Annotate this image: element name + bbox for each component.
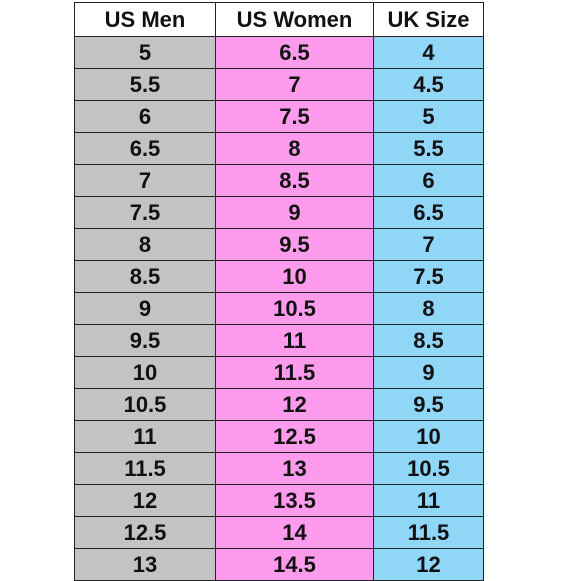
header-us-women: US Women [215,2,374,37]
header-us-men: US Men [74,2,216,37]
table-row: 7 8.5 6 [74,164,484,197]
cell-us-men: 8 [74,228,216,261]
cell-us-women: 11.5 [215,356,374,389]
cell-us-women: 8.5 [215,164,374,197]
table-row: 7.5 9 6.5 [74,196,484,229]
cell-uk-size: 12 [373,548,484,581]
table-row: 9.5 11 8.5 [74,324,484,357]
table-row: 10.5 12 9.5 [74,388,484,421]
cell-us-women: 14.5 [215,548,374,581]
cell-uk-size: 7.5 [373,260,484,293]
table-row: 8 9.5 7 [74,228,484,261]
cell-us-men: 12 [74,484,216,517]
cell-us-men: 10 [74,356,216,389]
cell-uk-size: 5.5 [373,132,484,165]
table-row: 9 10.5 8 [74,292,484,325]
cell-us-men: 9.5 [74,324,216,357]
cell-uk-size: 4.5 [373,68,484,101]
table-row: 11.5 13 10.5 [74,452,484,485]
cell-uk-size: 4 [373,36,484,69]
cell-uk-size: 6.5 [373,196,484,229]
cell-us-women: 14 [215,516,374,549]
table-row: 5.5 7 4.5 [74,68,484,101]
cell-us-women: 10.5 [215,292,374,325]
cell-us-men: 11.5 [74,452,216,485]
cell-us-women: 11 [215,324,374,357]
cell-us-men: 6 [74,100,216,133]
cell-uk-size: 10 [373,420,484,453]
cell-us-men: 8.5 [74,260,216,293]
cell-us-men: 5.5 [74,68,216,101]
cell-uk-size: 11.5 [373,516,484,549]
cell-us-women: 13.5 [215,484,374,517]
header-row: US Men US Women UK Size [74,2,484,37]
cell-us-women: 9 [215,196,374,229]
cell-uk-size: 8.5 [373,324,484,357]
cell-us-women: 12.5 [215,420,374,453]
cell-us-women: 7 [215,68,374,101]
table-body: 5 6.5 4 5.5 7 4.5 6 7.5 5 6.5 8 5.5 7 8.5 6 7.5 9 6.5 8 9.5… [74,36,484,581]
table-row: 12.5 14 11.5 [74,516,484,549]
cell-uk-size: 9 [373,356,484,389]
cell-us-women: 13 [215,452,374,485]
table-row: 5 6.5 4 [74,36,484,69]
cell-uk-size: 6 [373,164,484,197]
cell-us-men: 12.5 [74,516,216,549]
table-row: 12 13.5 11 [74,484,484,517]
cell-uk-size: 11 [373,484,484,517]
cell-us-men: 7.5 [74,196,216,229]
cell-us-women: 12 [215,388,374,421]
cell-us-men: 6.5 [74,132,216,165]
cell-uk-size: 7 [373,228,484,261]
size-conversion-table: US Men US Women UK Size 5 6.5 4 5.5 7 4.5 6 7.5… [74,2,484,581]
cell-us-women: 7.5 [215,100,374,133]
cell-uk-size: 5 [373,100,484,133]
header-uk-size: UK Size [373,2,484,37]
cell-us-men: 13 [74,548,216,581]
cell-us-women: 8 [215,132,374,165]
table-row: 11 12.5 10 [74,420,484,453]
table-row: 6 7.5 5 [74,100,484,133]
table-row: 6.5 8 5.5 [74,132,484,165]
table-row: 13 14.5 12 [74,548,484,581]
table-row: 10 11.5 9 [74,356,484,389]
cell-us-women: 6.5 [215,36,374,69]
cell-us-women: 10 [215,260,374,293]
cell-us-women: 9.5 [215,228,374,261]
cell-uk-size: 9.5 [373,388,484,421]
cell-us-men: 10.5 [74,388,216,421]
table-row: 8.5 10 7.5 [74,260,484,293]
cell-us-men: 7 [74,164,216,197]
cell-us-men: 11 [74,420,216,453]
cell-uk-size: 10.5 [373,452,484,485]
cell-us-men: 9 [74,292,216,325]
size-chart: US Men US Women UK Size 5 6.5 4 5.5 7 4.5 6 7.5… [74,2,484,581]
cell-uk-size: 8 [373,292,484,325]
cell-us-men: 5 [74,36,216,69]
